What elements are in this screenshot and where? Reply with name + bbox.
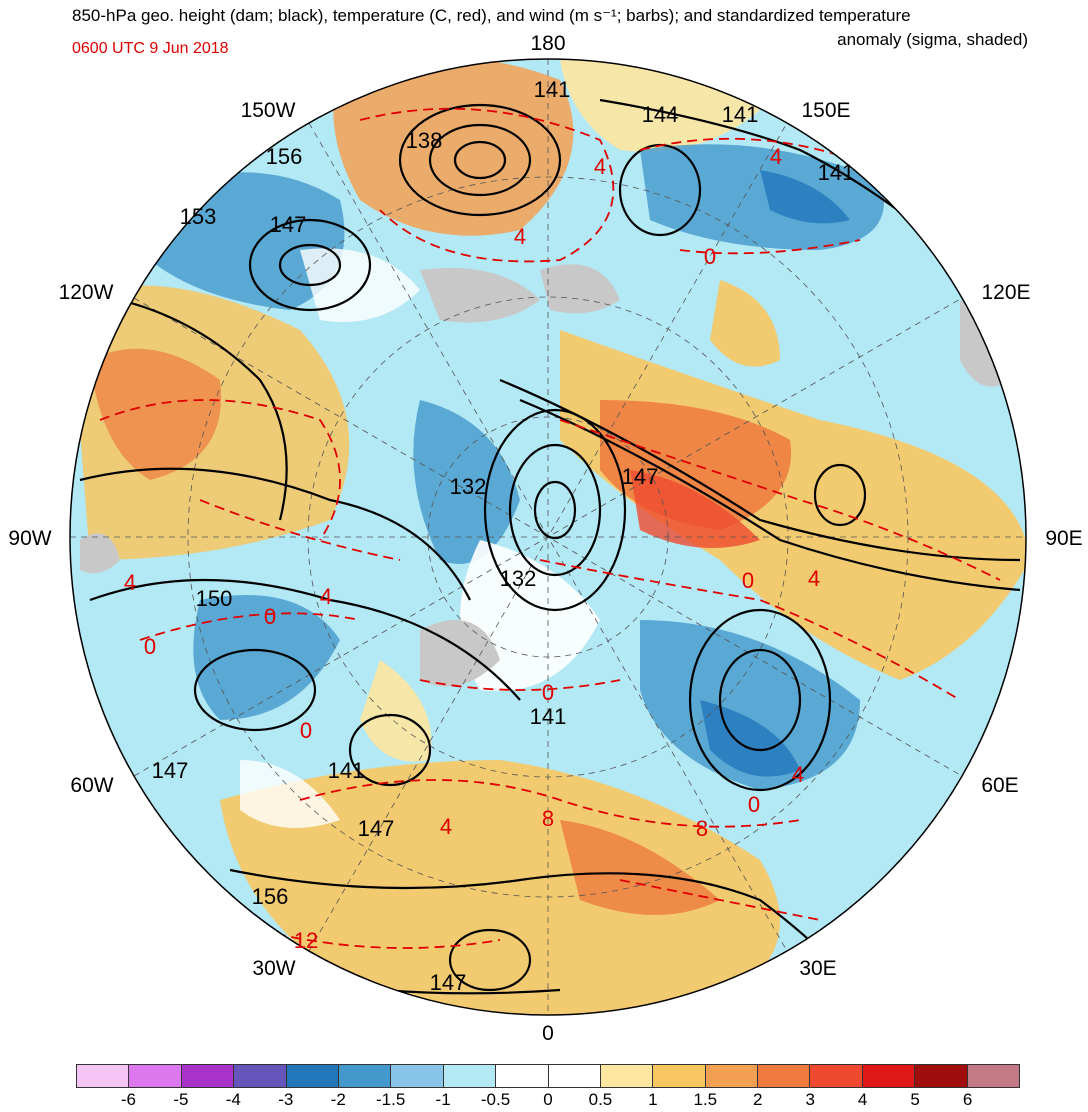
height-label: 147 xyxy=(622,464,659,489)
height-label: 141 xyxy=(530,704,567,729)
temperature-label: 12 xyxy=(294,928,318,953)
colorbar-tick-label: 1 xyxy=(648,1090,658,1109)
temperature-label: 0 xyxy=(264,604,276,629)
colorbar-swatch xyxy=(443,1065,497,1087)
lon-label-150w: 150W xyxy=(241,99,296,122)
colorbar-tick-label: -1 xyxy=(435,1090,451,1109)
height-label: 147 xyxy=(430,970,467,995)
colorbar-swatch xyxy=(653,1065,706,1087)
temperature-label: 4 xyxy=(124,570,136,595)
chart-title-line-1: 850-hPa geo. height (dam; black), temper… xyxy=(72,6,911,25)
height-label: 153 xyxy=(180,204,217,229)
valid-time-label: 0600 UTC 9 Jun 2018 xyxy=(72,40,229,57)
temperature-label: 4 xyxy=(808,566,820,591)
colorbar-swatch xyxy=(496,1065,549,1087)
height-label: 141 xyxy=(818,160,855,185)
colorbar-tick-label: 1.5 xyxy=(693,1090,718,1109)
temperature-label: 8 xyxy=(696,816,708,841)
temperature-label: 0 xyxy=(542,680,554,705)
map-boundary xyxy=(69,58,1027,1016)
temperature-contour-labels: 4 4 4 0 0 4 0 4 0 4 0 0 8 4 8 12 4 0 xyxy=(124,144,820,953)
height-label: 141 xyxy=(534,77,571,102)
colorbar-tick-label: -2 xyxy=(330,1090,346,1109)
colorbar-tick-label: -4 xyxy=(225,1090,241,1109)
temperature-label: 0 xyxy=(144,634,156,659)
colorbar-swatch xyxy=(234,1065,287,1087)
colorbar-swatch xyxy=(77,1065,130,1087)
colorbar-swatch xyxy=(181,1065,235,1087)
temperature-label: 4 xyxy=(770,144,782,169)
lon-label-120e: 120E xyxy=(981,281,1030,304)
colorbar-swatch xyxy=(758,1065,811,1087)
height-label: 144 xyxy=(642,102,679,127)
temperature-label: 4 xyxy=(792,762,804,787)
height-label: 141 xyxy=(722,102,759,127)
height-label: 147 xyxy=(270,212,307,237)
height-label: 147 xyxy=(152,758,189,783)
lon-label-120w: 120W xyxy=(59,281,114,304)
colorbar-tick-label: -0.5 xyxy=(480,1090,511,1109)
colorbar-tick-label: 5 xyxy=(910,1090,920,1109)
lon-label-150e: 150E xyxy=(801,99,850,122)
height-label: 132 xyxy=(450,474,487,499)
height-label: 147 xyxy=(358,816,395,841)
temperature-label: 0 xyxy=(748,792,760,817)
height-label: 132 xyxy=(500,566,537,591)
colorbar-swatch xyxy=(967,1065,1020,1087)
lon-label-30w: 30W xyxy=(252,957,295,980)
height-label: 138 xyxy=(406,128,443,153)
colorbar-tick-label: -5 xyxy=(173,1090,189,1109)
colorbar-swatch xyxy=(129,1065,182,1087)
colorbar-swatch xyxy=(338,1065,392,1087)
lon-label-180: 180 xyxy=(530,32,565,55)
anomaly-colorbar xyxy=(76,1064,1020,1088)
temperature-label: 4 xyxy=(440,814,452,839)
height-label: 141 xyxy=(328,758,365,783)
colorbar-swatch xyxy=(705,1065,759,1087)
chart-title-line-2: anomaly (sigma, shaded) xyxy=(837,30,1028,49)
temperature-label: 4 xyxy=(594,154,606,179)
height-contour-labels: 141 144 141 138 156 141 153 147 132 147 … xyxy=(152,77,855,995)
temperature-label: 0 xyxy=(704,244,716,269)
height-label: 156 xyxy=(252,884,289,909)
temperature-label: 4 xyxy=(320,584,332,609)
lon-label-0: 0 xyxy=(542,1022,554,1045)
colorbar-tick-label: -1.5 xyxy=(376,1090,406,1109)
colorbar-swatch xyxy=(391,1065,444,1087)
lon-label-60w: 60W xyxy=(70,774,113,797)
colorbar-swatch xyxy=(915,1065,968,1087)
colorbar-tick-label: 0.5 xyxy=(588,1090,613,1109)
colorbar-tick-label: -6 xyxy=(120,1090,136,1109)
lon-label-30e: 30E xyxy=(799,957,836,980)
colorbar-tick-label: 0 xyxy=(543,1090,553,1109)
colorbar-swatch xyxy=(810,1065,863,1087)
lon-label-60e: 60E xyxy=(981,774,1018,797)
colorbar-tick-label: 2 xyxy=(753,1090,763,1109)
temperature-label: 0 xyxy=(742,568,754,593)
lon-label-90e: 90E xyxy=(1045,527,1082,550)
temperature-label: 8 xyxy=(542,806,554,831)
temperature-label: 4 xyxy=(514,224,526,249)
colorbar-tick-label: 4 xyxy=(857,1090,868,1109)
colorbar-tick-label: -3 xyxy=(278,1090,294,1109)
lon-label-90w: 90W xyxy=(8,527,51,550)
colorbar-swatch xyxy=(862,1065,916,1087)
colorbar-tick-label: 3 xyxy=(805,1090,815,1109)
longitude-labels: 180 0 90W 90E 150W 120W 60W 30W 150E 120… xyxy=(8,32,1082,1045)
colorbar-swatch xyxy=(286,1065,339,1087)
polar-stereographic-map: 180 0 90W 90E 150W 120W 60W 30W 150E 120… xyxy=(8,32,1082,1045)
colorbar-swatch xyxy=(548,1065,601,1087)
height-label: 156 xyxy=(266,144,303,169)
colorbar-tick-labels: -6 -5 -4 -3 -2 -1.5 -1 -0.5 0 0.5 1 1.5 2 3 4 5 6 xyxy=(76,1090,1020,1110)
colorbar-tick-label: 6 xyxy=(962,1090,973,1109)
temperature-label: 0 xyxy=(300,718,312,743)
height-label: 150 xyxy=(196,586,233,611)
colorbar-swatch xyxy=(600,1065,654,1087)
